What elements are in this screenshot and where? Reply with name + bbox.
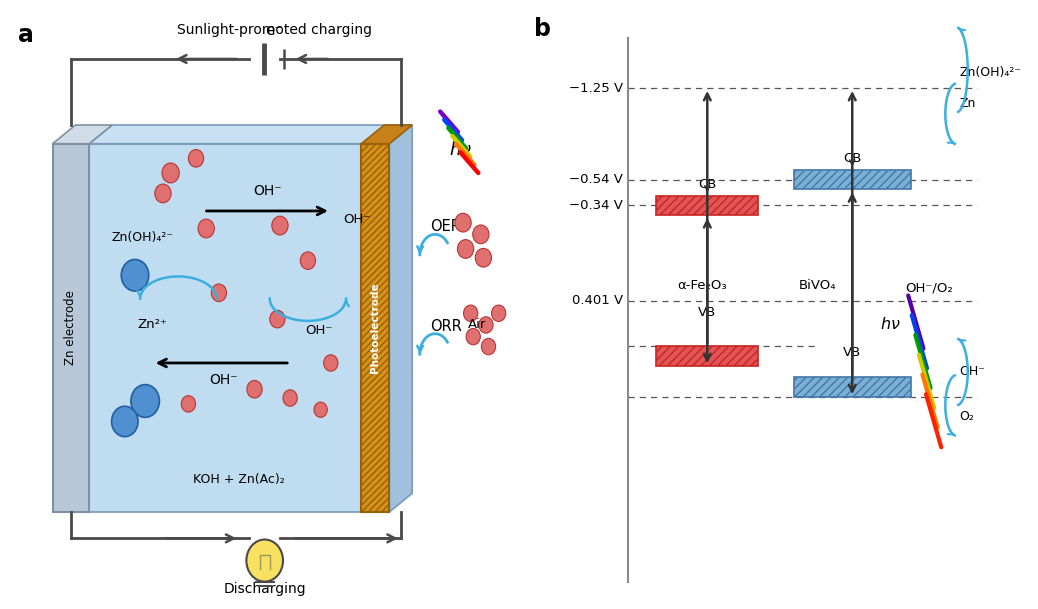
Text: OH⁻: OH⁻ [210, 373, 239, 387]
Circle shape [300, 252, 316, 269]
Text: CB: CB [699, 178, 716, 191]
Circle shape [466, 328, 481, 345]
Text: Sunlight-promoted charging: Sunlight-promoted charging [177, 23, 373, 37]
Bar [89, 144, 389, 512]
Circle shape [315, 402, 327, 417]
Text: e⁻: e⁻ [265, 24, 282, 38]
Circle shape [324, 355, 338, 371]
Circle shape [121, 259, 148, 291]
Polygon shape [89, 125, 412, 144]
Text: OER: OER [430, 219, 461, 234]
Circle shape [112, 406, 138, 437]
Circle shape [212, 284, 226, 301]
Text: Photoelectrode: Photoelectrode [371, 283, 380, 373]
Text: Zn²⁺: Zn²⁺ [138, 318, 168, 331]
Polygon shape [389, 125, 412, 512]
Text: Zn(OH)₄²⁻: Zn(OH)₄²⁻ [112, 231, 173, 244]
Text: α-Fe₂O₃: α-Fe₂O₃ [677, 279, 727, 292]
Text: O₂: O₂ [959, 410, 974, 423]
Text: KOH + Zn(Ac)₂: KOH + Zn(Ac)₂ [193, 473, 285, 486]
Circle shape [283, 390, 297, 406]
Text: b: b [535, 16, 551, 41]
Text: OH⁻: OH⁻ [253, 184, 281, 198]
Circle shape [270, 311, 285, 328]
Bar [361, 144, 389, 512]
Bar [53, 144, 89, 512]
Circle shape [246, 540, 283, 582]
Text: Zn: Zn [959, 97, 976, 110]
Text: −1.25 V: −1.25 V [569, 82, 624, 94]
Text: CB: CB [843, 152, 862, 165]
Circle shape [155, 184, 171, 203]
Text: OH⁻/O₂: OH⁻/O₂ [905, 282, 954, 295]
Text: BiVO₄: BiVO₄ [799, 279, 837, 292]
Circle shape [464, 305, 477, 322]
Circle shape [492, 305, 506, 322]
Text: $h\nu$: $h\nu$ [448, 141, 472, 158]
Bar [656, 195, 758, 215]
Circle shape [198, 219, 214, 238]
Circle shape [189, 150, 203, 167]
Polygon shape [361, 125, 412, 144]
Text: Discharging: Discharging [223, 582, 306, 596]
Text: −0.34 V: −0.34 V [570, 199, 624, 212]
Polygon shape [53, 125, 112, 144]
Circle shape [182, 396, 195, 412]
Circle shape [272, 216, 289, 235]
Circle shape [479, 317, 493, 333]
Circle shape [458, 239, 473, 258]
Text: ORR: ORR [430, 319, 462, 334]
Text: VB: VB [843, 346, 862, 359]
Circle shape [482, 339, 495, 355]
Text: Air: Air [468, 319, 487, 331]
Circle shape [162, 163, 180, 183]
Text: a: a [18, 23, 34, 47]
Text: OH⁻: OH⁻ [305, 324, 333, 337]
Text: $h\nu$: $h\nu$ [880, 316, 901, 332]
Circle shape [472, 225, 489, 244]
Circle shape [475, 248, 492, 267]
Text: OH⁻: OH⁻ [959, 365, 985, 378]
Text: −0.54 V: −0.54 V [570, 173, 624, 186]
Circle shape [247, 381, 263, 398]
Text: VB: VB [699, 306, 716, 319]
Text: Zn(OH)₄²⁻: Zn(OH)₄²⁻ [959, 66, 1021, 79]
Text: Zn electrode: Zn electrode [64, 290, 78, 365]
Bar [794, 170, 910, 189]
Circle shape [455, 213, 471, 232]
Text: OH⁻: OH⁻ [344, 213, 371, 226]
Bar [794, 378, 910, 397]
Circle shape [131, 385, 160, 417]
Bar [656, 347, 758, 366]
Text: 0.401 V: 0.401 V [572, 294, 624, 308]
